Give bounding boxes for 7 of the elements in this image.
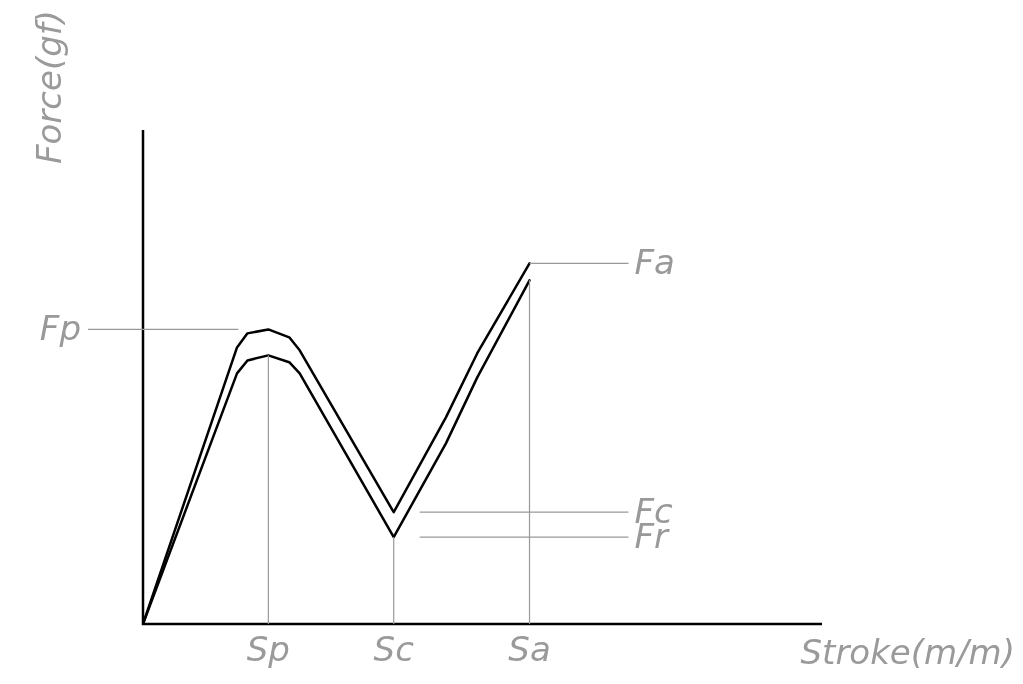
x-tick-label: Sc xyxy=(373,629,415,670)
ref-line-label: Fp xyxy=(39,308,81,349)
x-axis-title: Stroke(m/m) xyxy=(800,631,1015,672)
ref-line-label: Fa xyxy=(634,242,675,283)
x-tick-label: Sa xyxy=(508,629,551,670)
x-tick-label: Sp xyxy=(246,629,290,670)
y-axis-title: Force(gf) xyxy=(28,10,69,165)
